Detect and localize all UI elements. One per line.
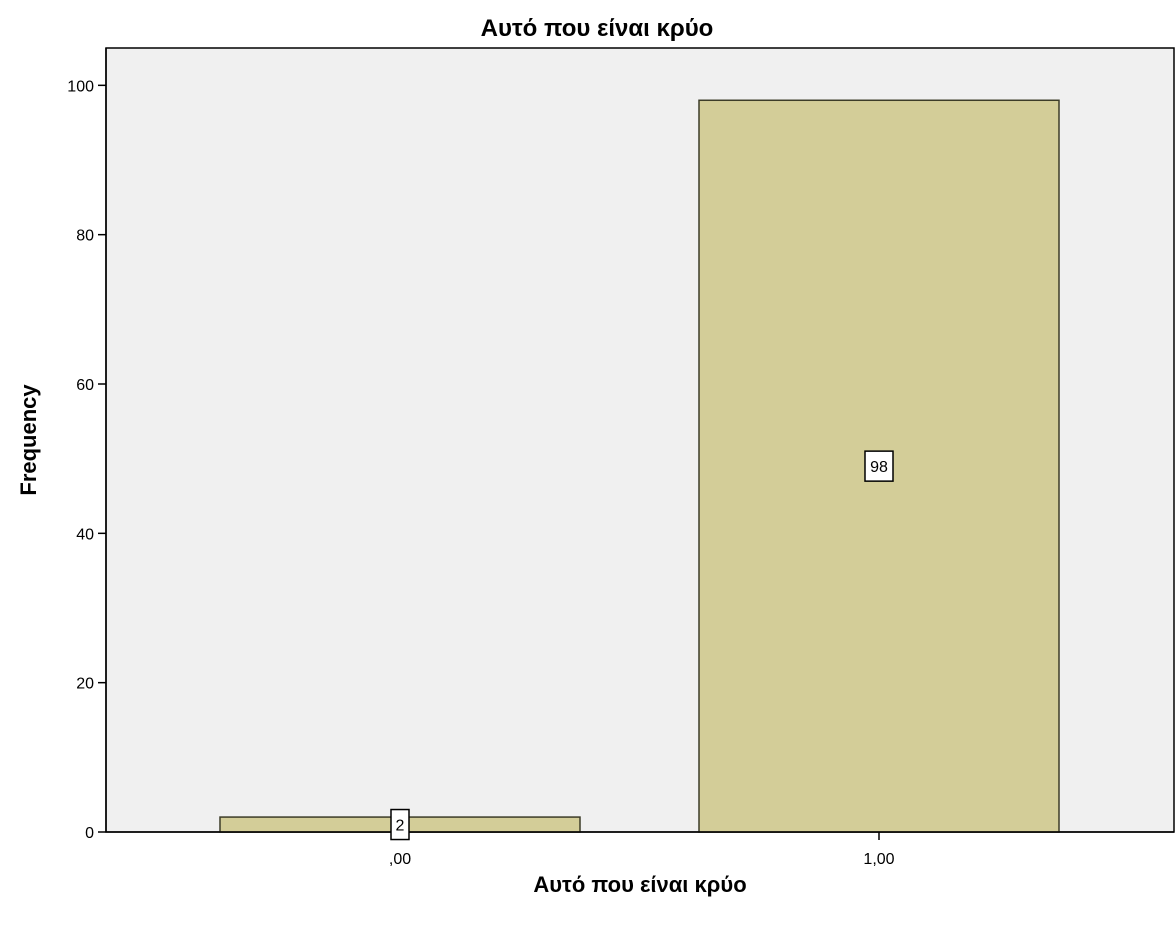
- data-label-box: [390, 808, 410, 841]
- y-ticks-layer: 0 20 40 60 80 100: [67, 78, 106, 842]
- y-axis-title: Frequency: [16, 384, 41, 496]
- x-axis-title: Αυτό που είναι κρύο: [533, 872, 746, 897]
- y-tick-label: 0: [85, 825, 94, 842]
- y-tick-label: 100: [67, 78, 94, 95]
- chart-title: Αυτό που είναι κρύο: [481, 15, 714, 42]
- y-tick-label: 80: [76, 228, 94, 245]
- y-tick-label: 60: [76, 377, 94, 394]
- labels-layer: 2 98: [390, 450, 894, 841]
- x-ticks-layer: ,00 1,00: [389, 832, 895, 868]
- y-tick-label: 20: [76, 676, 94, 693]
- y-tick-label: 40: [76, 526, 94, 543]
- x-tick-label: ,00: [389, 851, 411, 868]
- data-label: 98: [870, 459, 888, 476]
- data-label-box: [864, 450, 894, 482]
- x-tick-label: 1,00: [863, 851, 894, 868]
- data-label: 2: [396, 818, 405, 835]
